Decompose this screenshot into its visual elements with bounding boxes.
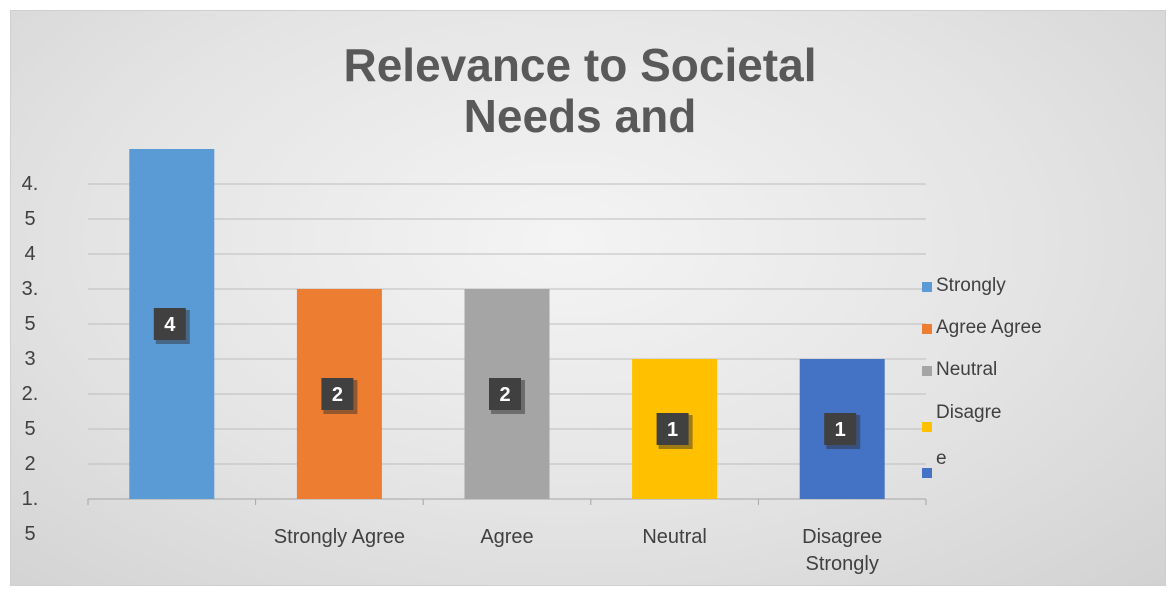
chart-title: Relevance to Societal Needs and xyxy=(300,40,860,142)
legend-swatch xyxy=(922,324,932,334)
x-tick-label: Strongly Agree xyxy=(274,526,405,548)
legend-swatch xyxy=(922,468,932,478)
legend-item-disagree: Disagre xyxy=(922,402,1001,434)
data-label: 4 xyxy=(164,314,176,336)
y-tick-label: 5 xyxy=(24,418,35,440)
y-tick-label: 5 xyxy=(24,208,35,230)
data-label-box xyxy=(321,378,354,410)
legend-swatch xyxy=(922,422,932,432)
x-tick-label: Neutral xyxy=(642,526,706,548)
y-tick-label: 4 xyxy=(24,243,35,265)
legend-swatch xyxy=(922,366,932,376)
y-tick-label: 1. xyxy=(22,488,39,510)
legend-swatch xyxy=(922,282,932,292)
y-tick-label: 4. xyxy=(22,173,39,195)
chart-title-line-1: Relevance to Societal xyxy=(343,39,817,91)
data-label: 2 xyxy=(499,384,510,406)
legend-label: Strongly xyxy=(936,275,1006,296)
legend-item-strongly: Strongly xyxy=(922,275,1006,297)
data-label: 1 xyxy=(667,419,678,441)
legend-item-agree: Agree Agree xyxy=(922,317,1042,339)
y-tick-label: 5 xyxy=(24,313,35,335)
x-tick-label: Disagree xyxy=(802,526,882,548)
y-tick-label: 2. xyxy=(22,383,39,405)
legend-label: e xyxy=(936,448,947,469)
legend-label: Disagre xyxy=(936,402,1002,423)
chart-title-line-2: Needs and xyxy=(463,90,697,142)
legend-label: Neutral xyxy=(936,359,998,380)
x-tick-label: Agree xyxy=(480,526,533,548)
legend-item-strongly-disagree: e xyxy=(922,448,947,480)
y-tick-label: 5 xyxy=(24,523,35,545)
data-label: 1 xyxy=(835,419,846,441)
y-tick-label: 2 xyxy=(24,453,35,475)
data-label-box xyxy=(824,413,857,445)
data-label-box xyxy=(489,378,521,410)
x-tick-label: Strongly xyxy=(806,553,879,575)
data-label-box xyxy=(153,308,186,340)
y-tick-label: 3. xyxy=(22,278,39,300)
y-tick-label: 3 xyxy=(24,348,35,370)
data-label-box xyxy=(656,413,689,445)
legend-item-neutral: Neutral xyxy=(922,359,997,381)
data-label: 2 xyxy=(332,384,343,406)
legend-label: Agree Agree xyxy=(936,317,1042,338)
chart-legend: Strongly Agree Agree Neutral Disagre e xyxy=(922,262,1154,492)
